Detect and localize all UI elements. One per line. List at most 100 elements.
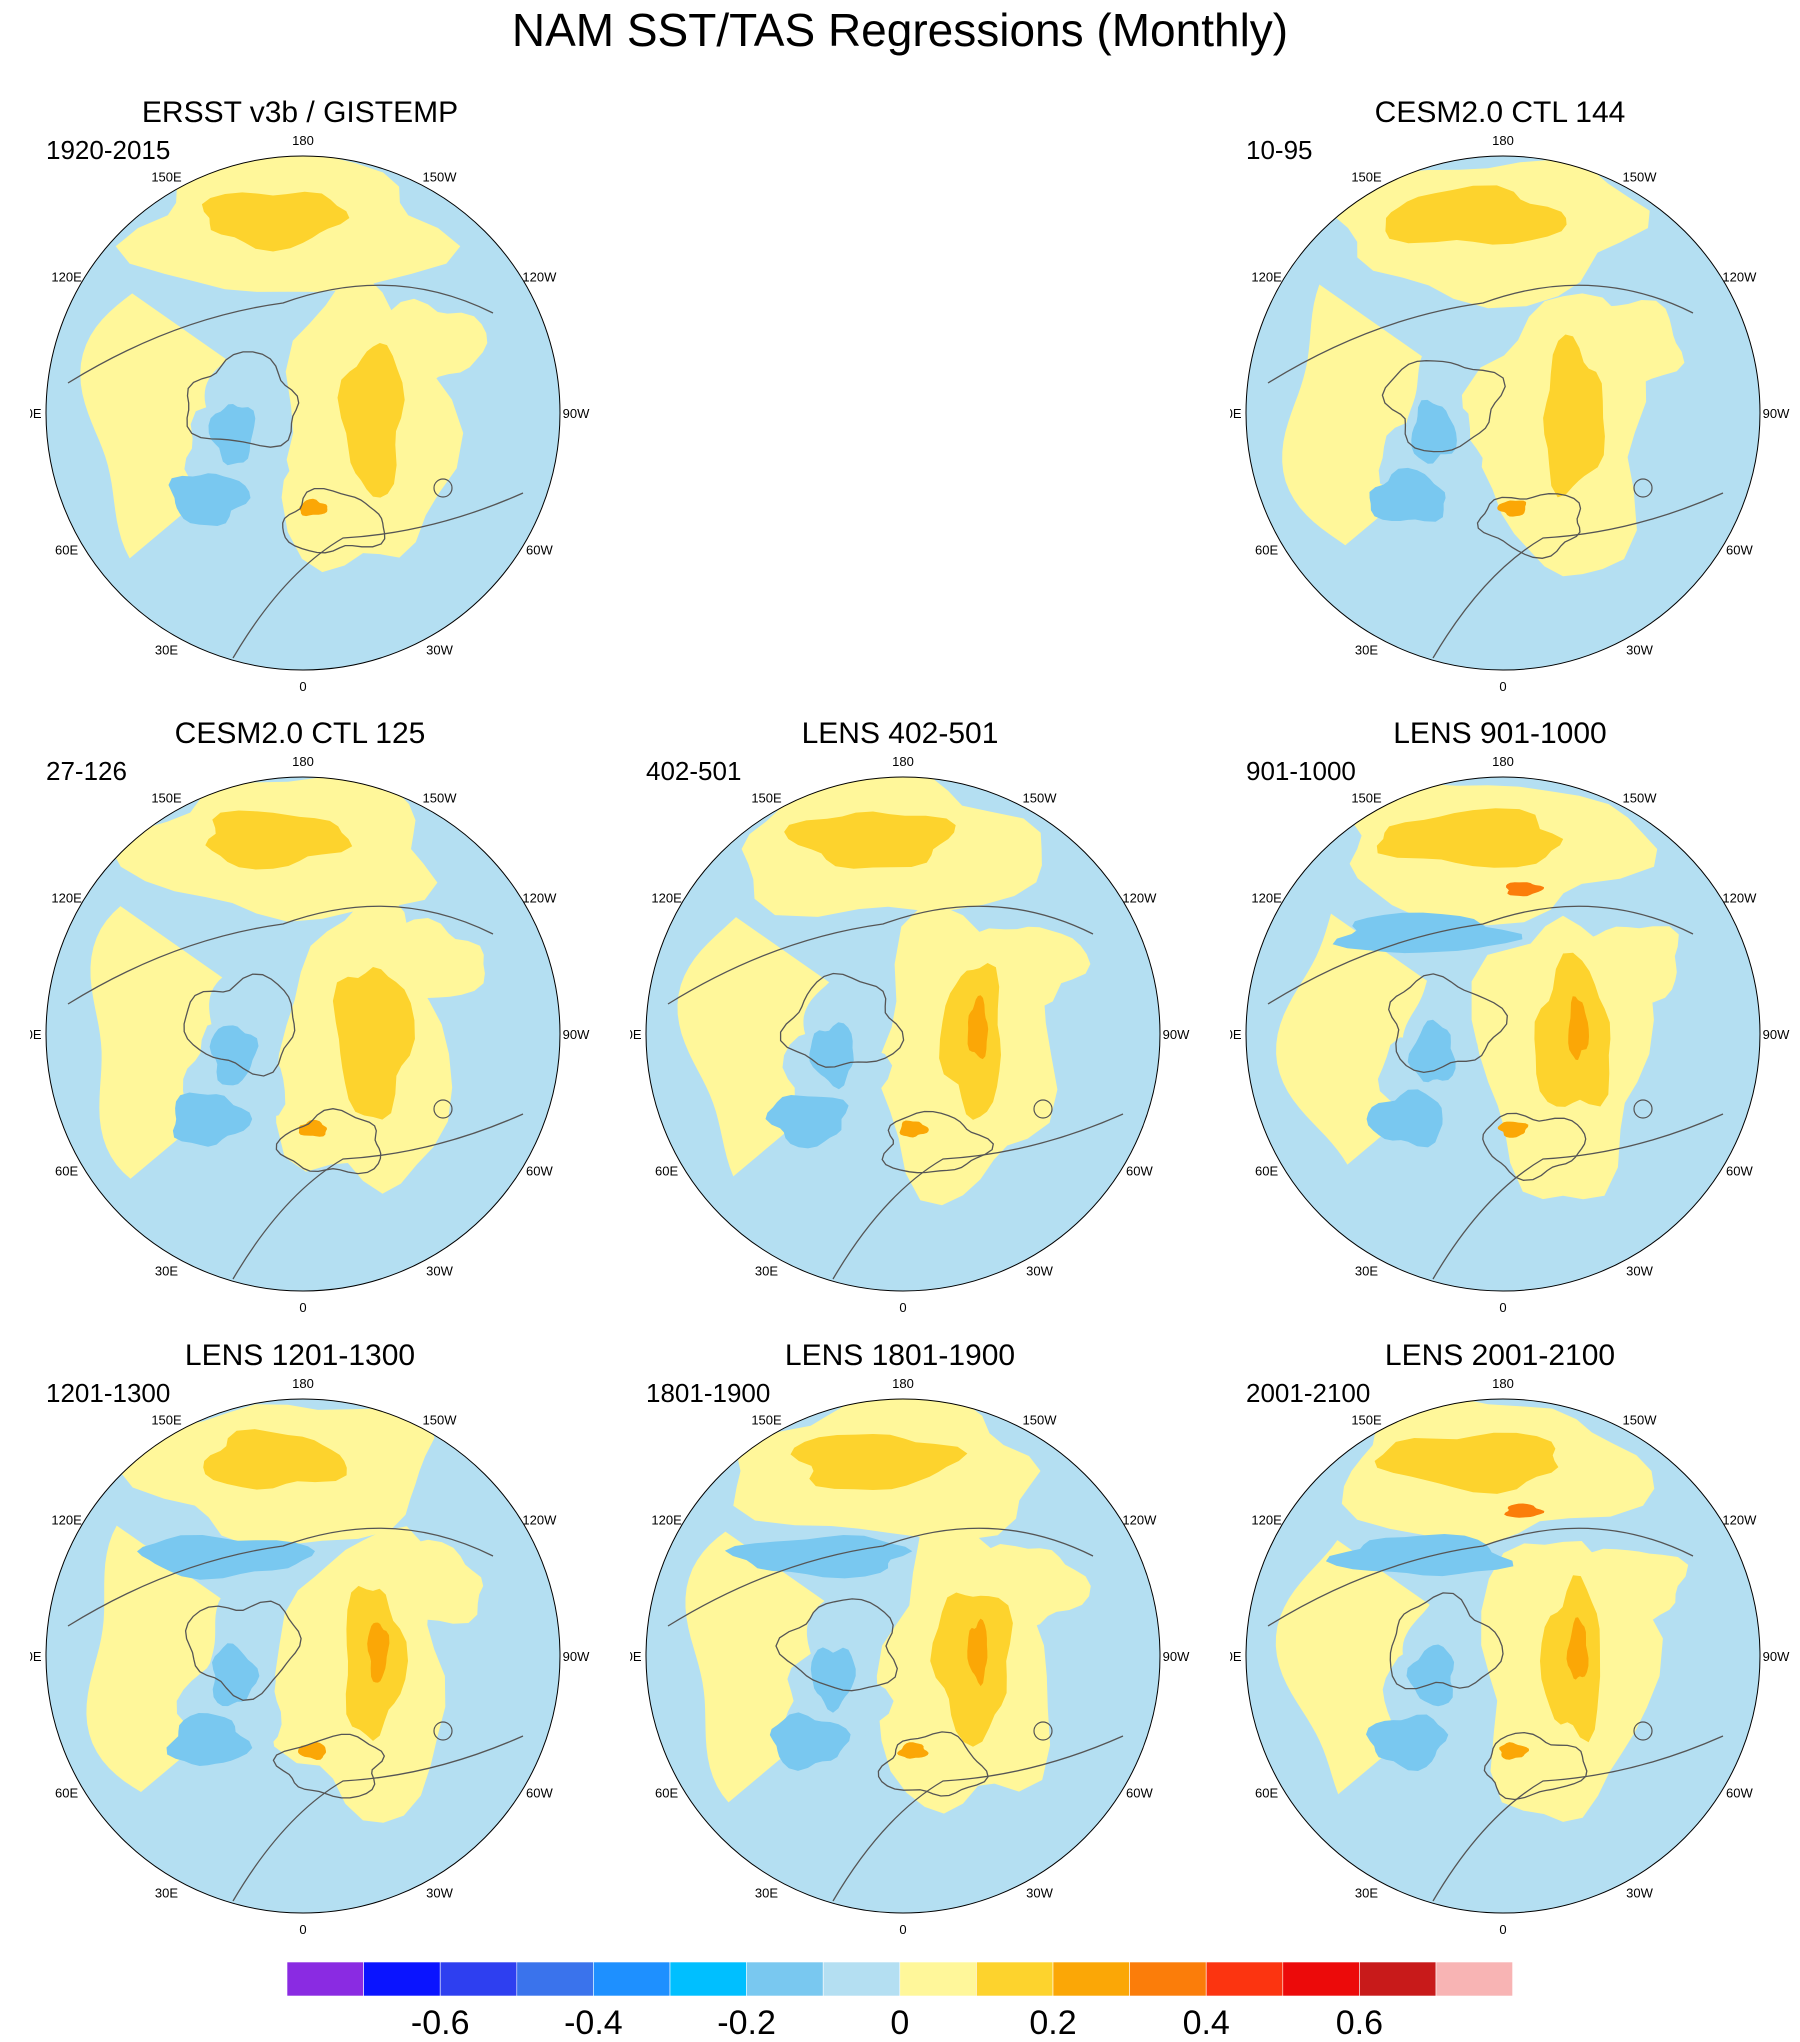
panel-title: CESM2.0 CTL 125 <box>174 717 426 750</box>
positive-core-siberia <box>337 343 405 498</box>
longitude-label: 150W <box>423 1413 458 1428</box>
colorbar-swatch <box>822 1962 901 1997</box>
colorbar-swatch <box>287 1962 364 1997</box>
longitude-label: 150E <box>1351 170 1382 185</box>
coast-north-america <box>667 1527 1094 1627</box>
map-boundary <box>1245 1398 1761 1914</box>
panel-period: 1201-1300 <box>46 1378 171 1408</box>
longitude-label: 0 <box>299 1922 306 1937</box>
colorbar-label: -0.6 <box>411 2004 470 2040</box>
longitude-label: 120E <box>651 891 682 906</box>
coast-canadian-archipelago <box>186 351 300 448</box>
panel-period: 10-95 <box>1246 135 1313 165</box>
longitude-label: 120E <box>1251 1513 1282 1528</box>
caspian-sea <box>1033 1099 1053 1119</box>
longitude-label: 150E <box>1351 791 1382 806</box>
longitude-label: 120E <box>51 270 82 285</box>
panel-title: LENS 2001-2100 <box>1384 1339 1616 1372</box>
coast-north-america <box>67 1527 494 1627</box>
colorbar-swatch <box>1435 1962 1513 1997</box>
colorbar: -0.6 -0.4 -0.2 0 0.2 0.4 0.6 <box>287 1962 1513 2040</box>
longitude-label: 60E <box>55 1786 78 1801</box>
map-panel: 180 150E 120E 90E 60E 30E 0 30W 60W 90W 120W 150W CE… <box>1200 95 1790 695</box>
longitude-label: 120E <box>651 1513 682 1528</box>
coast-europe <box>1483 1731 1588 1801</box>
panel-title: CESM2.0 CTL 144 <box>1374 96 1626 129</box>
longitude-label: 60W <box>526 1164 553 1179</box>
figure-title: NAM SST/TAS Regressions (Monthly) <box>511 4 1289 56</box>
longitude-label: 120W <box>522 891 557 906</box>
longitude-label: 90E <box>1230 406 1242 421</box>
longitude-label: 90E <box>30 406 42 421</box>
map-boundary <box>1245 776 1761 1292</box>
colorbar-swatch <box>439 1962 518 1997</box>
longitude-label: 120E <box>1251 891 1282 906</box>
polar-map: 180 150E 120E 90E 60E 30E 0 30W 60W 90W 120W 150W <box>30 1376 590 1937</box>
longitude-label: 60E <box>55 1164 78 1179</box>
colorbar-label: 0.6 <box>1336 2004 1383 2040</box>
longitude-label: 120W <box>1122 891 1157 906</box>
coast-europe <box>881 1110 995 1174</box>
colorbar-swatch <box>593 1962 671 1997</box>
coast-canadian-archipelago <box>1381 360 1506 453</box>
coast-canadian-archipelago <box>183 973 296 1077</box>
map-boundary <box>45 155 561 671</box>
longitude-label: 150E <box>151 791 182 806</box>
longitude-label: 150W <box>1623 1413 1658 1428</box>
longitude-label: 60W <box>1126 1164 1153 1179</box>
coast-canadian-archipelago <box>1389 1592 1504 1690</box>
longitude-label: 30E <box>1355 1885 1378 1900</box>
longitude-label: 30W <box>1626 1885 1653 1900</box>
colorbar-swatch <box>1205 1962 1284 1997</box>
longitude-label: 90W <box>1163 1027 1190 1042</box>
longitude-label: 0 <box>1499 1300 1506 1315</box>
map-boundary <box>1245 155 1761 671</box>
longitude-label: 0 <box>299 679 306 694</box>
negative-core-labrador <box>1369 467 1446 522</box>
panel-title: LENS 1201-1300 <box>184 1339 416 1372</box>
coast-europe <box>275 1108 382 1175</box>
longitude-label: 30E <box>155 1263 178 1278</box>
longitude-label: 90W <box>1763 1027 1790 1042</box>
coast-north-america <box>67 284 494 384</box>
longitude-label: 30E <box>755 1263 778 1278</box>
map-panel: 180 150E 120E 90E 60E 30E 0 30W 60W 90W 120W 150W ER… <box>0 95 590 695</box>
coast-canadian-archipelago <box>1388 973 1508 1074</box>
map-panel: 180 150E 120E 90E 60E 30E 0 30W 60W 90W 120W 150W LE… <box>600 716 1190 1316</box>
polar-map: 180 150E 120E 90E 60E 30E 0 30W 60W 90W 120W 150W <box>30 133 590 694</box>
map-field <box>1246 156 1760 670</box>
longitude-label: 150W <box>1023 1413 1058 1428</box>
colorbar-swatch <box>1282 1962 1360 1997</box>
caspian-sea <box>1033 1721 1053 1741</box>
longitude-label: 30W <box>426 1885 453 1900</box>
longitude-label: 30W <box>426 1263 453 1278</box>
longitude-label: 90W <box>1163 1649 1190 1664</box>
negative-core-labrador <box>166 1713 253 1766</box>
longitude-label: 90W <box>563 1027 590 1042</box>
longitude-label: 180 <box>292 1376 314 1391</box>
longitude-label: 180 <box>1492 133 1514 148</box>
colorbar-swatch <box>669 1962 747 1997</box>
coast-canadian-archipelago <box>775 1598 898 1692</box>
coast-canadian-archipelago <box>779 972 905 1068</box>
panel-period: 2001-2100 <box>1246 1378 1371 1408</box>
longitude-label: 60E <box>655 1164 678 1179</box>
longitude-label: 120E <box>1251 270 1282 285</box>
longitude-label: 60E <box>1255 1786 1278 1801</box>
positive-core-pacific <box>1374 1432 1559 1494</box>
coast-north-america <box>1267 905 1694 1005</box>
longitude-label: 30E <box>755 1885 778 1900</box>
coast-north-america <box>67 905 494 1005</box>
longitude-label: 60W <box>1726 1164 1753 1179</box>
negative-core-labrador <box>1366 1089 1443 1148</box>
longitude-label: 30W <box>1026 1263 1053 1278</box>
negative-core-labrador <box>769 1712 851 1771</box>
positive-core-pacific <box>203 1429 347 1490</box>
longitude-label: 150W <box>1623 170 1658 185</box>
map-boundary <box>45 776 561 1292</box>
colorbar-swatch <box>1359 1962 1437 1997</box>
caspian-sea <box>433 1099 453 1119</box>
longitude-label: 150W <box>423 791 458 806</box>
coast-africa-asia <box>832 1735 1124 1902</box>
positive-core-pacific <box>790 1434 968 1490</box>
